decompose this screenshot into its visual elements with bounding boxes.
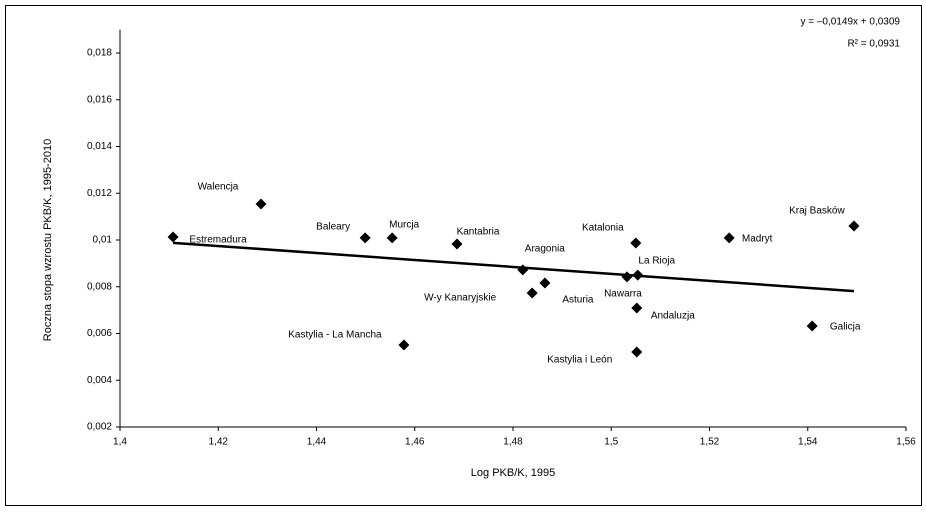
data-point (526, 287, 538, 299)
x-tick-label: 1,42 (209, 437, 229, 448)
data-point (806, 320, 818, 332)
chart-frame (5, 5, 922, 506)
x-tick-label: 1,44 (307, 437, 327, 448)
x-axis-title: Log PKB/K, 1995 (471, 467, 555, 479)
point-label: Katalonia (582, 223, 624, 234)
data-point (398, 339, 410, 351)
x-tick-label: 1,4 (113, 437, 127, 448)
x-tick-label: 1,54 (798, 437, 818, 448)
x-tick-label: 1,52 (700, 437, 720, 448)
x-tick-label: 1,56 (896, 437, 916, 448)
point-label: Kastylia - La Mancha (288, 330, 382, 341)
data-point (631, 346, 643, 358)
point-label: Kastylia i León (547, 355, 612, 366)
data-point (386, 232, 398, 244)
point-label: La Rioja (638, 256, 675, 267)
y-tick-label: 0,006 (87, 328, 112, 339)
y-tick-label: 0,014 (87, 141, 112, 152)
point-label: Baleary (316, 222, 350, 233)
point-label: Nawarra (604, 289, 642, 300)
y-axis-title: Roczna stopa wzrostu PKB/K, 1995-2010 (42, 139, 54, 341)
data-point (451, 238, 463, 250)
point-label: Estremadura (189, 235, 247, 246)
data-point (631, 302, 643, 314)
point-label: Madryt (742, 234, 773, 245)
data-point (359, 232, 371, 244)
trendline (172, 241, 855, 293)
y-tick-label: 0,004 (87, 375, 112, 386)
y-tick-label: 0,018 (87, 48, 112, 59)
x-tick-label: 1,5 (604, 437, 618, 448)
point-label: Murcja (389, 220, 419, 231)
data-point (632, 269, 644, 281)
r-squared: R² = 0,0931 (847, 39, 900, 50)
x-tick-label: 1,48 (503, 437, 523, 448)
point-label: Walencja (198, 182, 239, 193)
point-label: Asturia (562, 295, 594, 306)
point-label: Kantabria (457, 227, 500, 238)
data-point (621, 271, 633, 283)
data-point (517, 264, 529, 276)
trend-equation: y = –0,0149x + 0,0309 (800, 17, 900, 28)
y-tick-label: 0,016 (87, 94, 112, 105)
data-point (255, 198, 267, 210)
point-label: W-y Kanaryjskie (424, 293, 496, 304)
data-point (167, 231, 179, 243)
y-tick-label: 0,008 (87, 281, 112, 292)
point-label: Kraj Basków (789, 206, 845, 217)
point-label: Andaluzja (651, 311, 695, 322)
data-point (630, 237, 642, 249)
y-tick-label: 0,012 (87, 188, 112, 199)
x-tick-label: 1,46 (405, 437, 425, 448)
data-point (848, 220, 860, 232)
data-point (539, 277, 551, 289)
point-label: Galicja (830, 322, 861, 333)
y-tick-label: 0,002 (87, 422, 112, 433)
point-label: Aragonia (525, 244, 565, 255)
y-tick-label: 0,01 (93, 235, 113, 246)
data-point (723, 232, 735, 244)
